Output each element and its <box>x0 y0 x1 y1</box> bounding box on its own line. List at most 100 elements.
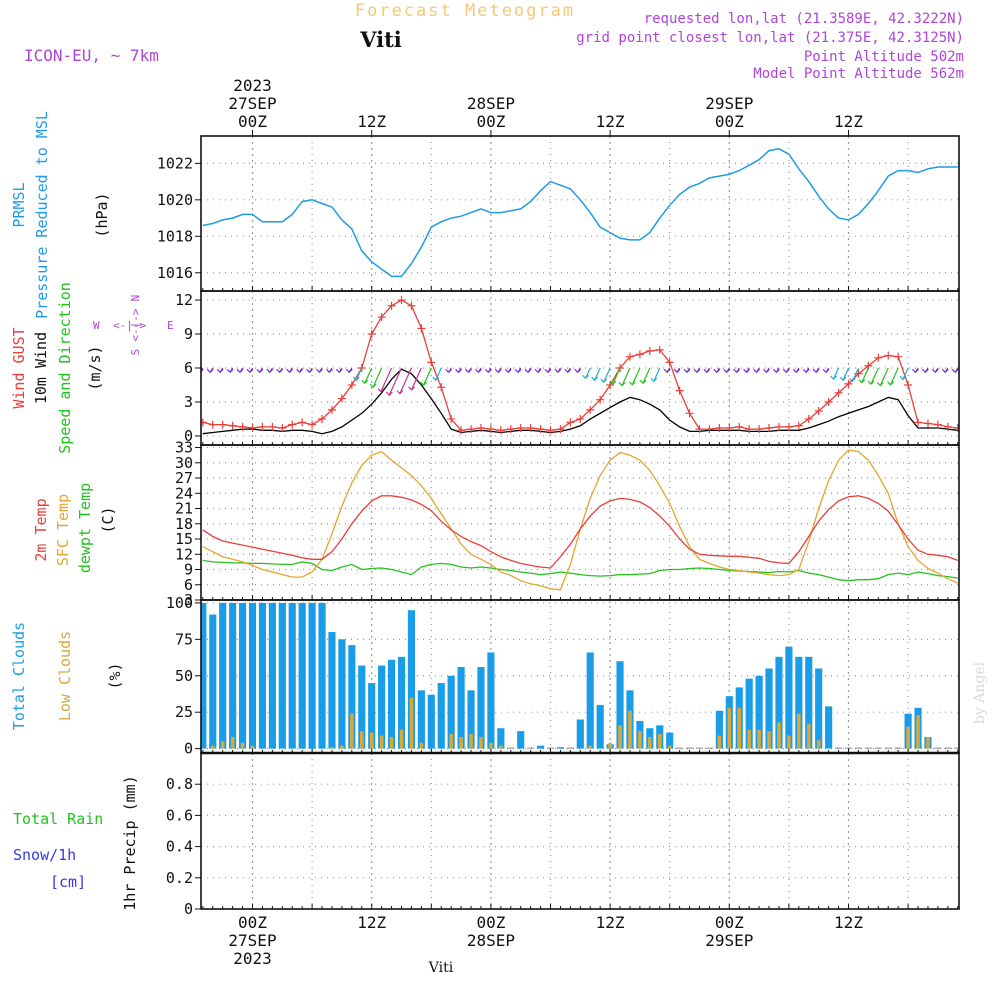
low-cloud-bar <box>777 722 781 749</box>
wind-arrow-head <box>296 368 304 374</box>
total-cloud-bar <box>497 728 505 749</box>
wind-arrow-head <box>802 368 810 374</box>
wind-arrow-head <box>306 368 313 374</box>
total-cloud-bar <box>457 667 465 749</box>
wind-arrow-head <box>396 390 404 395</box>
wind-arrow <box>879 367 889 386</box>
time-label-top: 27SEP <box>228 94 276 113</box>
wind-arrow-head <box>812 368 820 374</box>
total-cloud-bar <box>805 656 813 749</box>
y-tick-label: 27 <box>175 469 193 487</box>
plot-area-wind <box>201 296 959 435</box>
gust-marker <box>675 386 684 395</box>
wind-arrow-head <box>345 368 353 374</box>
wind-arrow-head <box>921 368 929 374</box>
gust-label: Wind GUST <box>10 327 28 408</box>
low-cloud-bar <box>379 735 384 749</box>
gust-marker <box>904 380 913 389</box>
y-tick-label: 1016 <box>157 264 193 282</box>
time-label-bottom: 2023 <box>233 949 272 968</box>
total-cloud-bar <box>437 683 445 749</box>
low-cloud-bar <box>787 735 791 749</box>
gust-marker <box>258 422 267 431</box>
low-cloud-bar <box>757 729 761 749</box>
gust-marker <box>417 324 426 333</box>
compass-s: S <box>129 349 142 356</box>
time-label-bottom: 00Z <box>476 913 505 932</box>
wind-arrow-head <box>484 368 492 374</box>
wind-arrow-head <box>316 368 323 374</box>
y-tick-label: 21 <box>175 500 193 518</box>
gust-marker <box>774 422 783 431</box>
snow-unit-label: [cm] <box>50 873 86 891</box>
y-tick-label: 3 <box>184 591 193 609</box>
time-label-top: 2023 <box>233 76 272 95</box>
gust-marker <box>298 418 307 427</box>
wind-arrow <box>355 367 363 381</box>
gust-marker <box>486 425 495 434</box>
gust-marker <box>685 409 694 418</box>
wind-arrow-head <box>723 368 731 374</box>
panel-frame <box>200 444 960 601</box>
total-cloud-bar <box>844 747 853 749</box>
pressure-labels: PRMSL Pressure Reduced to MSL (hPa) <box>10 111 111 319</box>
low-cloud-bar <box>717 735 722 749</box>
y-tick-label: 50 <box>175 667 193 685</box>
wind-arrow-head <box>554 368 562 374</box>
total-cloud-bar <box>825 706 833 749</box>
gust-marker <box>387 301 396 310</box>
gust-marker <box>407 301 416 310</box>
total-cloud-bar <box>248 602 257 749</box>
time-label-bottom: 00Z <box>238 913 267 932</box>
total-cloud-bar <box>507 747 515 749</box>
total-cloud-bar <box>775 656 783 749</box>
wind-arrow-head <box>504 368 512 374</box>
wind-arrow <box>594 367 601 381</box>
wind-arrow-head <box>226 368 234 374</box>
gust-marker <box>725 424 734 433</box>
total-cloud-bar <box>387 659 396 749</box>
wind-arrow-head <box>628 381 636 386</box>
wind-arrow-head <box>420 381 427 387</box>
gust-marker <box>804 414 813 423</box>
low-cloud-bar <box>340 745 344 749</box>
wind-arrow-head <box>544 368 552 374</box>
gust-marker <box>506 425 515 434</box>
low-cloud-bar <box>657 734 662 749</box>
wind-arrow-head <box>941 368 949 374</box>
low-cloud-bar <box>906 726 910 749</box>
wind-arrow-head <box>266 368 274 374</box>
model-label: ICON-EU, ~ 7km <box>24 46 159 65</box>
gust-marker <box>695 425 704 434</box>
total-cloud-bar <box>596 704 604 749</box>
total-cloud-bar <box>685 747 694 749</box>
precip-labels: Total Rain Snow/1h [cm] 1hr Precip (mm) <box>13 775 139 910</box>
low-cloud-bar <box>737 707 742 749</box>
wind-arrow-head <box>792 368 800 374</box>
wind-arrow <box>902 367 909 380</box>
gust-marker <box>894 352 903 361</box>
wind-arrow-head <box>673 368 681 374</box>
wind-arrow-head <box>564 368 572 374</box>
wind-arrow <box>653 367 661 382</box>
gust-marker <box>201 418 207 427</box>
footer-location: Viti <box>428 960 454 976</box>
total-cloud-bar <box>536 745 545 749</box>
low-cloud-bar <box>240 742 245 749</box>
gust-marker <box>824 397 833 406</box>
wind-arrow-head <box>887 381 895 386</box>
gust-marker <box>208 420 217 429</box>
gust-marker <box>556 425 565 434</box>
gust-marker <box>705 425 714 434</box>
wind-arrow <box>861 367 869 383</box>
total-cloud-bar <box>576 719 584 749</box>
total-cloud-bar <box>278 602 286 749</box>
wind-arrow-head <box>703 368 711 374</box>
low-cloud-bar <box>489 742 493 749</box>
wind-arrow-head <box>839 376 847 382</box>
dewpt-label: dewpt Temp <box>76 483 94 573</box>
cloud-labels: Total Clouds Low Clouds (%) <box>10 622 124 730</box>
gust-marker <box>635 350 644 359</box>
snow-label: Snow/1h <box>13 846 76 864</box>
y-tick-label: 75 <box>175 630 193 648</box>
